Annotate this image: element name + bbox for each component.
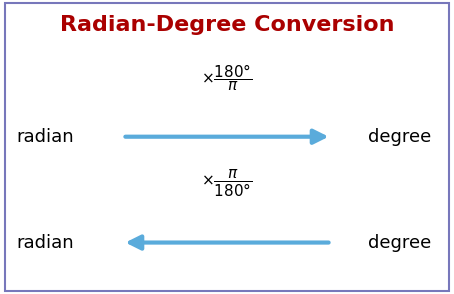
Text: $\times\dfrac{180°}{\pi}$: $\times\dfrac{180°}{\pi}$ <box>201 63 253 93</box>
Text: radian: radian <box>17 233 74 252</box>
Text: degree: degree <box>368 233 431 252</box>
Text: $\times\dfrac{\pi}{180°}$: $\times\dfrac{\pi}{180°}$ <box>201 168 253 199</box>
Text: radian: radian <box>17 128 74 146</box>
Text: degree: degree <box>368 128 431 146</box>
Text: Radian-Degree Conversion: Radian-Degree Conversion <box>60 15 394 35</box>
